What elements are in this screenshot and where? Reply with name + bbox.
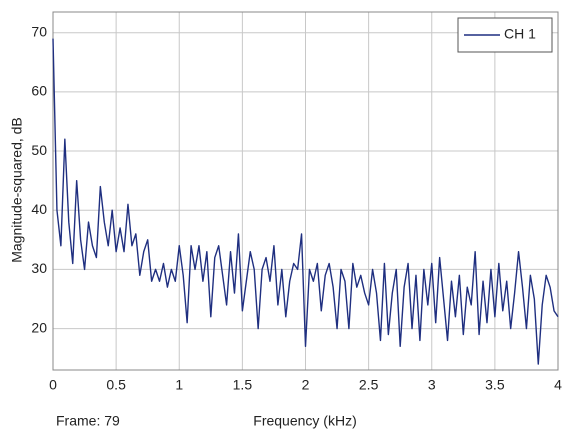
y-axis-label: Magnitude-squared, dB <box>9 117 25 263</box>
frame-annotation: Frame: 79 <box>56 413 120 429</box>
x-tick-label: 0 <box>49 377 57 393</box>
x-tick-label: 1 <box>175 377 183 393</box>
x-axis-label: Frequency (kHz) <box>253 413 356 429</box>
y-tick-label: 40 <box>31 201 47 217</box>
x-tick-label: 0.5 <box>106 377 126 393</box>
x-tick-label: 3 <box>428 377 436 393</box>
y-tick-label: 60 <box>31 83 47 99</box>
x-tick-label: 4 <box>554 377 562 393</box>
data-line <box>52 38 559 365</box>
y-tick-label: 70 <box>31 23 47 39</box>
x-tick-label: 2 <box>302 377 310 393</box>
x-tick-label: 3.5 <box>485 377 505 393</box>
x-tick-label: 2.5 <box>359 377 379 393</box>
y-tick-label: 30 <box>31 260 47 276</box>
plot-frame <box>52 11 559 371</box>
y-tick-label: 20 <box>31 319 47 335</box>
x-tick-label: 1.5 <box>233 377 253 393</box>
y-tick-label: 50 <box>31 142 47 158</box>
legend-label: CH 1 <box>504 26 536 42</box>
